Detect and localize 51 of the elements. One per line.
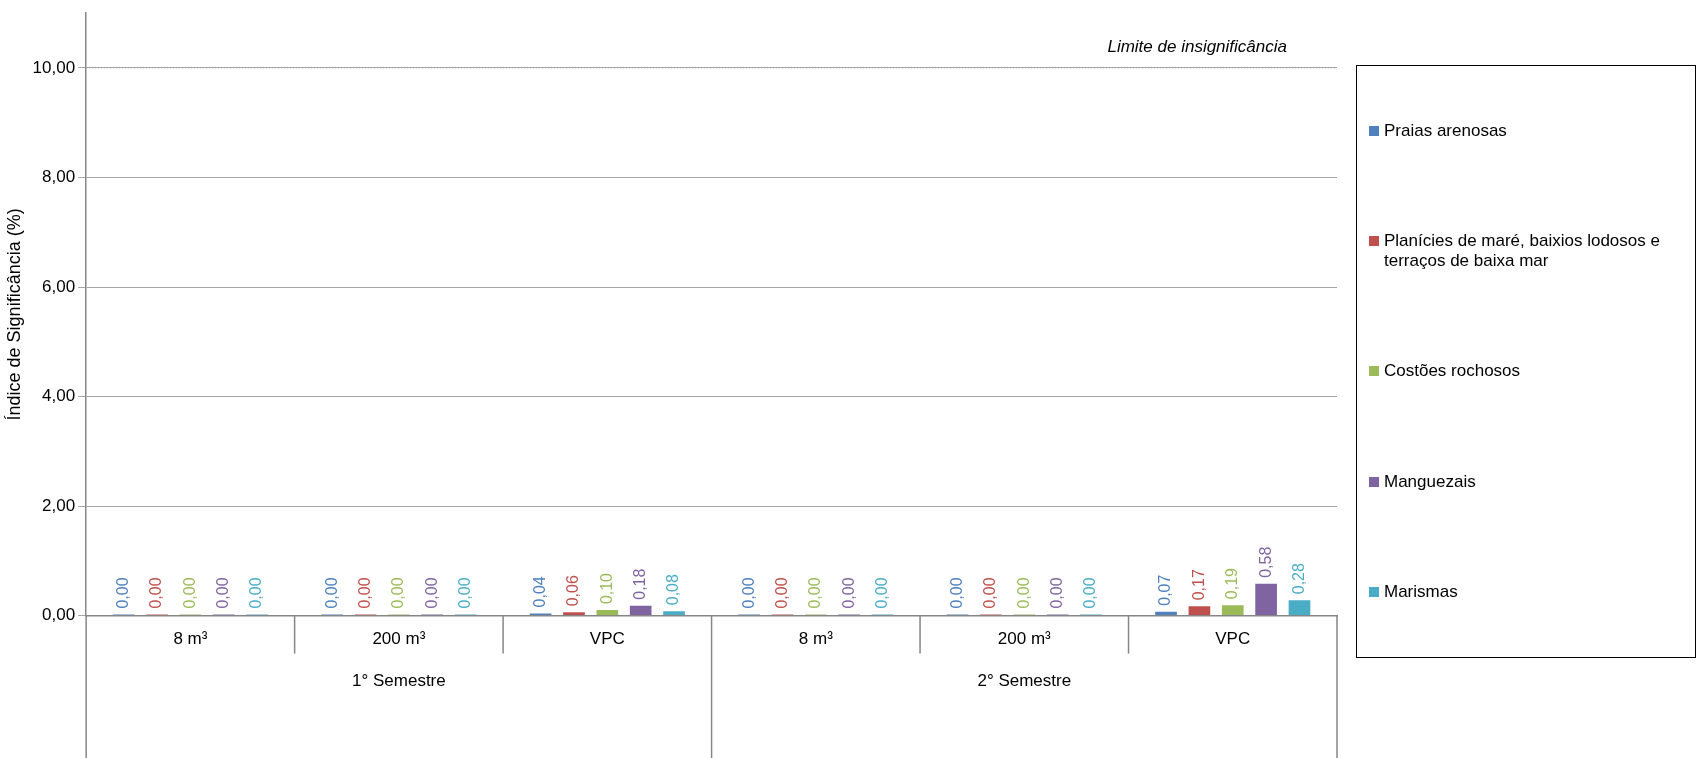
data-label: 0,00: [1048, 577, 1066, 609]
legend-label: Manguezais: [1384, 471, 1476, 492]
y-tick-label: 6,00: [42, 276, 76, 296]
data-label: 0,28: [1289, 563, 1307, 595]
y-tick-label: 2,00: [42, 495, 76, 515]
ref-line-label: Limite de insignificância: [1107, 37, 1287, 57]
data-label: 0,00: [739, 577, 757, 609]
data-label: 0,00: [247, 577, 265, 609]
data-label: 0,07: [1156, 574, 1174, 606]
data-label: 0,00: [981, 577, 999, 609]
data-label: 0,19: [1223, 567, 1241, 600]
data-label: 0,08: [664, 573, 682, 606]
data-label: 0,00: [455, 577, 473, 609]
data-label: 0,00: [839, 577, 857, 609]
legend-label: Costões rochosos: [1384, 361, 1521, 382]
data-label: 0,00: [806, 577, 824, 609]
data-label: 0,04: [531, 576, 549, 608]
data-label: 0,00: [1081, 577, 1099, 609]
legend-label: Praias arenosas: [1384, 121, 1507, 142]
data-label: 0,00: [772, 577, 790, 609]
y-tick-label: 8,00: [42, 167, 76, 187]
data-label: 0,00: [389, 577, 407, 609]
text: 2° Semestre: [977, 671, 1072, 691]
y-tick-label: 4,00: [42, 386, 76, 406]
data-label: 0,00: [114, 577, 132, 609]
data-label: 0,00: [180, 577, 198, 609]
data-label: 0,00: [214, 577, 232, 609]
y-axis-title: Índice de Significância (%): [3, 208, 24, 421]
data-label: 0,00: [322, 577, 340, 609]
data-label: 0,00: [872, 577, 890, 609]
data-label: 0,00: [1014, 577, 1032, 609]
text: 1° Semestre: [351, 671, 446, 691]
x-tick-label: 8 m³: [173, 629, 208, 649]
data-label: 0,00: [355, 577, 373, 609]
x-tick-label: 8 m³: [798, 629, 834, 649]
legend-label: Planícies de maré, baixios lodosos e terraços de baixa mar: [1384, 231, 1661, 272]
data-label: 0,00: [147, 577, 165, 609]
y-tick-label: 10,00: [32, 57, 76, 77]
x-tick-label: 200 m³: [997, 629, 1052, 649]
data-label: 0,00: [422, 577, 440, 609]
data-label: 0,58: [1256, 546, 1274, 578]
data-label: 0,06: [564, 575, 582, 607]
x-tick-label: VPC: [1215, 629, 1251, 649]
data-label: 0,10: [597, 572, 615, 605]
x-tick-label: VPC: [589, 629, 625, 649]
data-label: 0,18: [631, 568, 649, 600]
y-tick-label: 0,00: [42, 605, 76, 625]
legend-label: Marismas: [1384, 581, 1458, 602]
data-label: 0,00: [947, 577, 965, 609]
x-tick-label: 200 m³: [372, 629, 426, 649]
data-label: 0,17: [1189, 569, 1207, 601]
